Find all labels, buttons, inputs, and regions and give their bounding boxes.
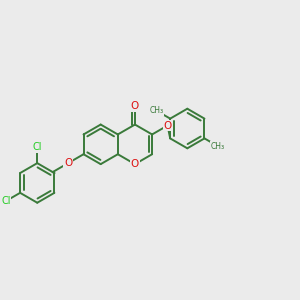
Text: O: O bbox=[164, 121, 172, 130]
Text: CH₃: CH₃ bbox=[211, 142, 225, 151]
Text: O: O bbox=[131, 101, 139, 111]
Text: Cl: Cl bbox=[1, 196, 11, 206]
Text: Cl: Cl bbox=[32, 142, 42, 152]
Text: O: O bbox=[131, 159, 139, 169]
Text: CH₃: CH₃ bbox=[150, 106, 164, 116]
Text: O: O bbox=[64, 158, 72, 168]
